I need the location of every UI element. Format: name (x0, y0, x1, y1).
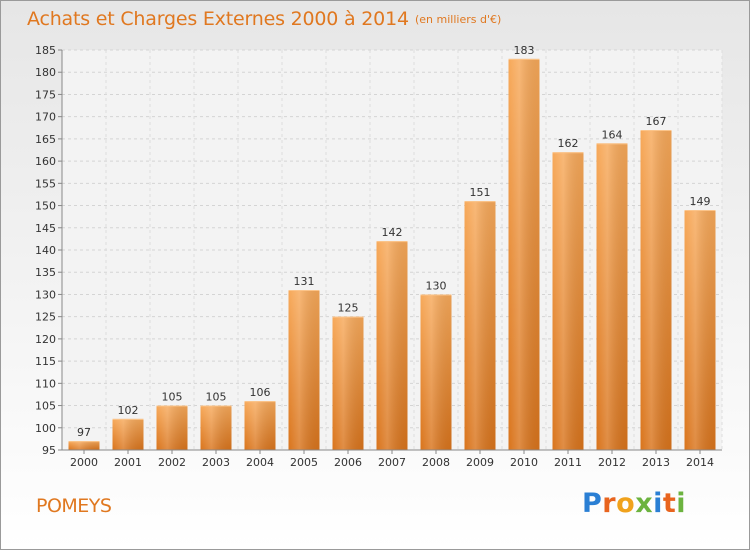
brand-letter: x (635, 488, 654, 519)
data-label: 102 (118, 404, 139, 417)
axis-layer: 95 100 105 110 115 120 125 130 135 140 145 150 155 16… (35, 44, 722, 469)
data-label: 183 (514, 44, 535, 57)
x-tick-label: 2007 (378, 456, 406, 469)
y-tick-label: 130 (35, 288, 56, 301)
y-tick-label: 120 (35, 333, 56, 346)
y-tick-label: 185 (35, 44, 56, 57)
bar-shine (684, 210, 716, 450)
y-tick-label: 145 (35, 222, 56, 235)
bar-shine (420, 294, 452, 450)
data-label: 167 (646, 115, 667, 128)
y-tick-label: 160 (35, 155, 56, 168)
data-label: 97 (77, 426, 91, 439)
x-tick-label: 2001 (114, 456, 142, 469)
brand-letter: i (653, 488, 663, 519)
data-label: 105 (206, 391, 227, 404)
y-tick-label: 165 (35, 133, 56, 146)
y-tick-label: 135 (35, 266, 56, 279)
commune-name: POMEYS (36, 495, 112, 517)
x-tick-label: 2006 (334, 456, 362, 469)
y-tick-label: 175 (35, 88, 56, 101)
bar-shine (596, 143, 628, 451)
bar-shine (156, 405, 188, 450)
chart-subtitle: (en milliers d'€) (415, 13, 502, 26)
y-tick-label: 95 (42, 444, 56, 457)
x-tick-label: 2014 (686, 456, 714, 469)
y-tick-label: 150 (35, 200, 56, 213)
x-tick-label: 2010 (510, 456, 538, 469)
data-label: 164 (602, 128, 623, 141)
x-tick-label: 2003 (202, 456, 230, 469)
x-tick-label: 2000 (70, 456, 98, 469)
x-tick-label: 2013 (642, 456, 670, 469)
data-label: 131 (294, 275, 315, 288)
bar-shine (376, 241, 408, 450)
y-tick-label: 155 (35, 177, 56, 190)
bar-layer (68, 58, 716, 451)
bar-shine (332, 316, 364, 450)
brand-letter: t (662, 488, 677, 519)
proxiti-logo: Proxiti (582, 488, 686, 519)
x-tick-label: 2004 (246, 456, 274, 469)
x-tick-label: 2008 (422, 456, 450, 469)
data-label: 105 (162, 391, 183, 404)
data-label: 125 (338, 302, 359, 315)
x-tick-label: 2009 (466, 456, 494, 469)
x-tick-label: 2002 (158, 456, 186, 469)
bar-shine (640, 130, 672, 450)
bar-shine (68, 441, 100, 450)
brand-letter: P (582, 488, 603, 519)
data-label: 142 (382, 226, 403, 239)
brand-letter: r (602, 488, 617, 519)
brand-letter: i (676, 488, 687, 519)
data-label: 106 (250, 386, 271, 399)
bar-shine (552, 152, 584, 450)
y-tick-label: 140 (35, 244, 56, 257)
bar-shine (464, 201, 496, 450)
y-tick-label: 125 (35, 311, 56, 324)
x-tick-label: 2005 (290, 456, 318, 469)
data-label: 130 (426, 279, 447, 292)
y-tick-label: 180 (35, 66, 56, 79)
y-tick-label: 110 (35, 377, 56, 390)
label-layer: 97 102 105 105 106 131 125 142 130 151 183 162 164 16… (77, 44, 711, 439)
chart-title: Achats et Charges Externes 2000 à 2014 (27, 8, 409, 30)
y-tick-label: 100 (35, 422, 56, 435)
y-tick-label: 115 (35, 355, 56, 368)
bar-shine (288, 290, 320, 450)
brand-letter: o (616, 488, 636, 519)
x-tick-label: 2012 (598, 456, 626, 469)
data-label: 151 (470, 186, 491, 199)
bar-shine (200, 405, 232, 450)
bar-shine (508, 58, 540, 451)
data-label: 162 (558, 137, 579, 150)
x-tick-label: 2011 (554, 456, 582, 469)
bar-shine (112, 418, 144, 450)
bar-shine (244, 401, 276, 450)
y-tick-label: 105 (35, 400, 56, 413)
y-tick-label: 170 (35, 111, 56, 124)
data-label: 149 (690, 195, 711, 208)
